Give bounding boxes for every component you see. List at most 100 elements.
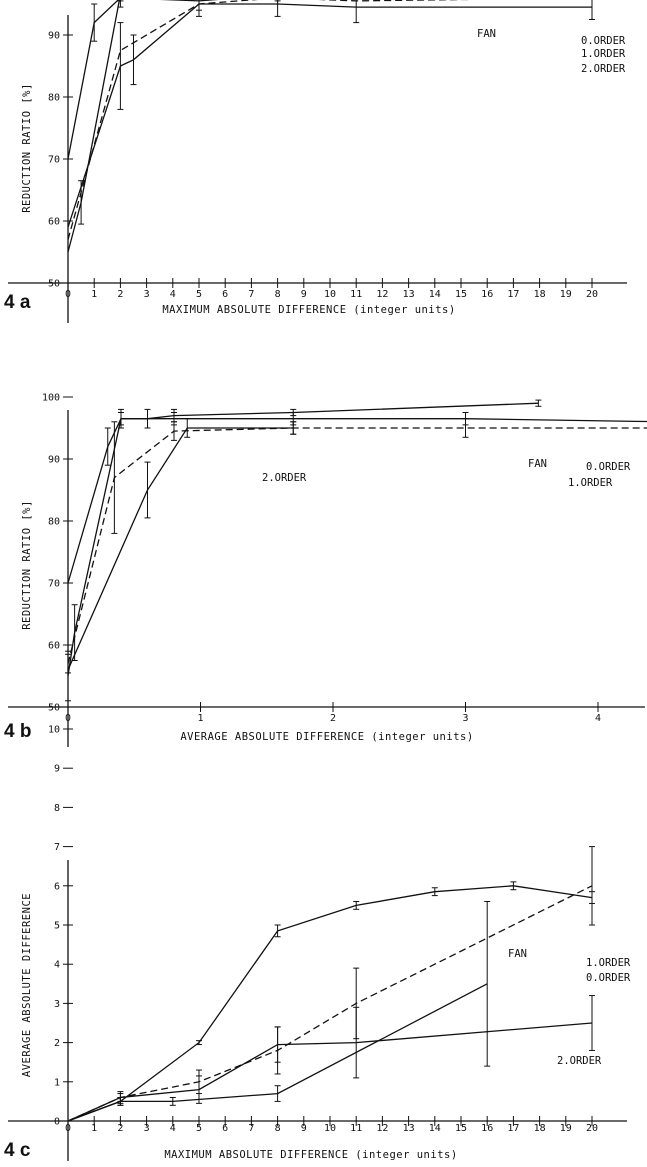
- x-axis-label: AVERAGE ABSOLUTE DIFFERENCE (integer uni…: [180, 731, 473, 743]
- chart-4a: 0 1 2 3 4 5 6 7 8 9 10 11 12 13 14 15 16 17 18 19 2050607080…: [4, 0, 627, 323]
- chart-4c: 0 1 2 3 4 5 6 7 8 9 10 11 12 13 14 15 16 17 18 19 2001234567…: [4, 725, 631, 1161]
- x-tick-label: 3: [144, 1123, 150, 1134]
- x-tick-label: 4: [595, 713, 601, 724]
- series-line: [67, 418, 647, 677]
- series-line: [67, 885, 593, 1122]
- series-line: [67, 1022, 593, 1122]
- series-label: 1.ORDER: [581, 48, 626, 60]
- series-label: 2.ORDER: [557, 1055, 602, 1067]
- series-fan: FAN: [67, 0, 496, 160]
- series-label: FAN: [477, 28, 496, 40]
- x-tick-label: 9: [301, 289, 307, 300]
- series-1-order: 1.ORDER: [67, 846, 631, 1122]
- series-label: 0.ORDER: [581, 35, 626, 47]
- x-tick-label: 12: [376, 1123, 388, 1134]
- x-tick-label: 2: [117, 1123, 123, 1134]
- series-label: 1.ORDER: [586, 957, 631, 969]
- series-2-order: 2.ORDER: [67, 0, 626, 228]
- x-tick-label: 7: [248, 289, 254, 300]
- x-tick-label: 5: [196, 289, 202, 300]
- series-line: [67, 0, 121, 253]
- y-axis-label: REDUCTION RATIO [%]: [21, 500, 33, 630]
- y-tick-label: 7: [54, 842, 60, 853]
- x-tick-label: 15: [455, 1123, 467, 1134]
- series-label: 1.ORDER: [568, 477, 613, 489]
- y-tick-label: 5: [54, 921, 60, 932]
- x-tick-label: 0: [65, 289, 71, 300]
- y-tick-label: 9: [54, 764, 60, 775]
- x-tick-label: 16: [481, 289, 493, 300]
- y-tick-label: 3: [54, 999, 60, 1010]
- x-tick-label: 1: [91, 289, 97, 300]
- x-tick-label: 6: [222, 1123, 228, 1134]
- series-line: [67, 427, 647, 664]
- x-tick-label: 0: [65, 713, 71, 724]
- x-tick-label: 17: [507, 289, 519, 300]
- x-tick-label: 11: [350, 1123, 362, 1134]
- series-line: [67, 0, 219, 160]
- y-tick-label: 6: [54, 881, 60, 892]
- x-tick-label: 0: [65, 1123, 71, 1134]
- series-label: 2.ORDER: [581, 63, 626, 75]
- x-axis-label: MAXIMUM ABSOLUTE DIFFERENCE (integer uni…: [164, 1149, 457, 1161]
- x-tick-label: 10: [324, 1123, 336, 1134]
- x-tick-label: 8: [275, 1123, 281, 1134]
- chart-4b: 0 1 2 3 4 50 60 70 80 90 100 AVERAGE ABSOLUTE DIFFE…: [4, 393, 647, 747]
- x-tick-label: 18: [534, 289, 546, 300]
- panel-label: 4 b: [4, 721, 31, 742]
- x-tick-label: 19: [560, 1123, 572, 1134]
- x-tick-label: 14: [429, 289, 441, 300]
- y-tick-label: 2: [54, 1038, 60, 1049]
- series-label: FAN: [528, 458, 547, 470]
- x-tick-label: 20: [586, 289, 598, 300]
- y-tick-label: 0: [54, 1117, 60, 1128]
- x-tick-label: 4: [170, 1123, 176, 1134]
- x-tick-label: 17: [507, 1123, 519, 1134]
- panel-label: 4 a: [4, 292, 31, 313]
- series-label: FAN: [508, 948, 527, 960]
- x-tick-label: 12: [376, 289, 388, 300]
- series-0-order: 0.ORDER: [65, 408, 647, 702]
- y-tick-label: 4: [54, 960, 60, 971]
- y-tick-label: 1: [54, 1077, 60, 1088]
- y-tick-label: 50: [48, 703, 60, 714]
- series-line: [67, 427, 294, 671]
- x-tick-label: 8: [275, 289, 281, 300]
- x-tick-label: 13: [403, 289, 415, 300]
- series-0-order: 0.ORDER: [67, 881, 631, 1122]
- x-tick-label: 1: [91, 1123, 97, 1134]
- series-line: [67, 3, 592, 228]
- y-tick-label: 70: [48, 579, 60, 590]
- series-2-order: 2.ORDER: [67, 995, 602, 1122]
- x-tick-label: 19: [560, 289, 572, 300]
- series-label: 2.ORDER: [262, 472, 307, 484]
- x-tick-label: 11: [350, 289, 362, 300]
- y-tick-label: 90: [48, 455, 60, 466]
- y-axis-label: AVERAGE ABSOLUTE DIFFERENCE: [21, 893, 33, 1077]
- y-tick-label: 50: [48, 279, 60, 290]
- panel-label: 4 c: [4, 1140, 31, 1161]
- x-tick-label: 18: [534, 1123, 546, 1134]
- x-tick-label: 2: [330, 713, 336, 724]
- x-tick-label: 16: [481, 1123, 493, 1134]
- series-2-order: 2.ORDER: [67, 418, 307, 671]
- y-axis-label: REDUCTION RATIO [%]: [21, 83, 33, 213]
- y-tick-label: 80: [48, 517, 60, 528]
- y-tick-label: 90: [48, 31, 60, 42]
- x-tick-label: 1: [197, 713, 203, 724]
- series-label: 0.ORDER: [586, 461, 631, 473]
- x-tick-label: 7: [248, 1123, 254, 1134]
- y-tick-label: 8: [54, 803, 60, 814]
- x-tick-label: 20: [586, 1123, 598, 1134]
- x-tick-label: 13: [403, 1123, 415, 1134]
- x-tick-label: 3: [144, 289, 150, 300]
- x-tick-label: 4: [170, 289, 176, 300]
- series-1-order: 1.ORDER: [65, 418, 647, 674]
- x-tick-label: 2: [117, 289, 123, 300]
- x-tick-label: 5: [196, 1123, 202, 1134]
- series-line: [67, 885, 593, 1122]
- y-tick-label: 100: [42, 393, 60, 404]
- series-line: [67, 0, 475, 240]
- series-0-order: 0.ORDER: [67, 0, 626, 253]
